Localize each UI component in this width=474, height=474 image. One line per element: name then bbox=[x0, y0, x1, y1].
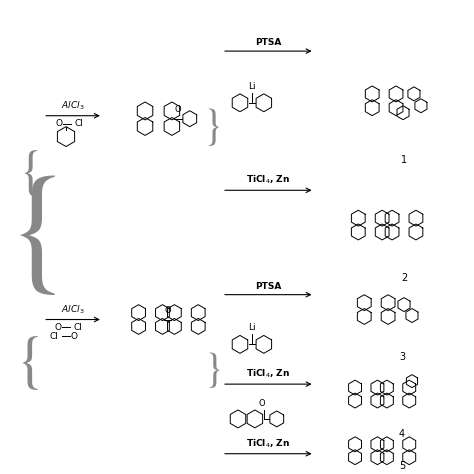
Text: O: O bbox=[174, 105, 181, 114]
Text: 3: 3 bbox=[399, 352, 405, 362]
Text: 2: 2 bbox=[401, 273, 407, 283]
Text: O: O bbox=[258, 399, 265, 408]
Text: }: } bbox=[203, 109, 223, 147]
Text: }: } bbox=[203, 352, 223, 389]
Text: 4: 4 bbox=[399, 429, 405, 439]
Text: AlCl$_3$: AlCl$_3$ bbox=[61, 99, 85, 112]
Text: TiCl$_4$, Zn: TiCl$_4$, Zn bbox=[246, 174, 290, 186]
Text: 1: 1 bbox=[401, 155, 407, 165]
Text: {: { bbox=[5, 174, 72, 300]
Text: {: { bbox=[16, 336, 46, 393]
Text: O: O bbox=[164, 306, 171, 315]
Text: AlCl$_3$: AlCl$_3$ bbox=[61, 303, 85, 316]
Text: 5: 5 bbox=[399, 461, 405, 471]
Text: O: O bbox=[54, 323, 61, 332]
Text: Cl: Cl bbox=[74, 323, 83, 332]
Text: PTSA: PTSA bbox=[255, 38, 281, 47]
Text: TiCl$_4$, Zn: TiCl$_4$, Zn bbox=[246, 437, 290, 450]
Text: Li: Li bbox=[248, 82, 256, 91]
Text: TiCl$_4$, Zn: TiCl$_4$, Zn bbox=[246, 368, 290, 380]
Text: PTSA: PTSA bbox=[255, 282, 281, 291]
Text: Cl: Cl bbox=[75, 119, 84, 128]
Text: O: O bbox=[55, 119, 63, 128]
Text: Li: Li bbox=[248, 323, 256, 332]
Text: Cl: Cl bbox=[49, 332, 58, 341]
Text: {: { bbox=[18, 150, 44, 199]
Text: O: O bbox=[71, 332, 78, 341]
